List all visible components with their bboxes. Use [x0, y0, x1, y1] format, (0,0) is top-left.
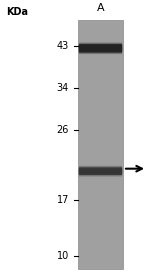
Text: 34: 34	[57, 83, 69, 94]
FancyBboxPatch shape	[79, 167, 122, 175]
FancyBboxPatch shape	[79, 45, 122, 54]
FancyBboxPatch shape	[79, 169, 122, 176]
FancyBboxPatch shape	[79, 166, 122, 174]
Text: 10: 10	[57, 251, 69, 261]
FancyBboxPatch shape	[79, 43, 122, 51]
Text: 26: 26	[57, 125, 69, 135]
FancyBboxPatch shape	[79, 44, 122, 53]
Text: 43: 43	[57, 41, 69, 52]
Text: A: A	[97, 3, 104, 13]
Text: KDa: KDa	[6, 7, 28, 17]
FancyBboxPatch shape	[78, 20, 123, 269]
Text: 17: 17	[57, 195, 69, 205]
